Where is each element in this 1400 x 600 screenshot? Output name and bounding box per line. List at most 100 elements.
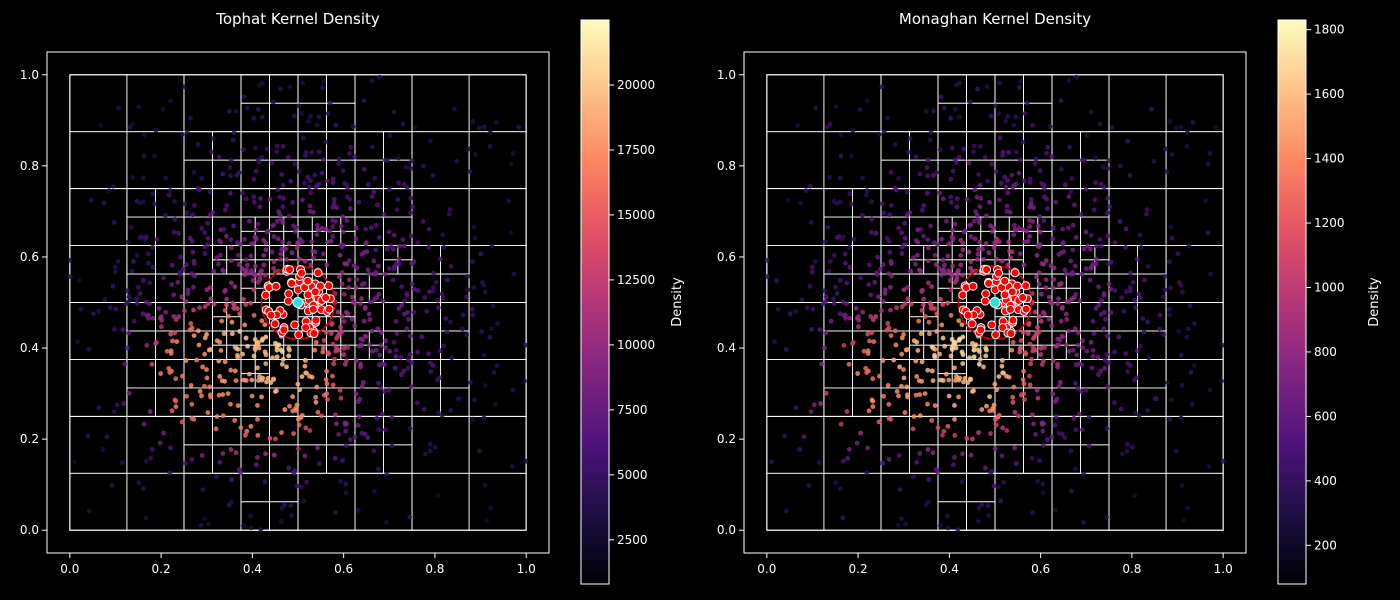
data-point	[937, 147, 943, 153]
data-point	[1017, 251, 1023, 257]
data-point	[375, 263, 381, 269]
data-point	[332, 412, 338, 418]
data-point	[1062, 267, 1068, 273]
data-point	[255, 279, 261, 285]
data-point	[1069, 175, 1075, 181]
data-point	[886, 401, 892, 407]
data-point	[1203, 198, 1209, 204]
y-tick-label: 1.0	[20, 68, 39, 82]
data-point	[253, 235, 259, 241]
neighbor-point	[324, 281, 334, 291]
data-point	[1149, 106, 1154, 112]
data-point	[848, 153, 854, 159]
data-point	[271, 377, 277, 382]
data-point	[340, 229, 346, 235]
data-point	[171, 292, 177, 298]
data-point	[210, 136, 216, 142]
data-point	[810, 306, 816, 312]
data-point	[454, 158, 460, 164]
data-point	[908, 269, 914, 274]
data-point	[1072, 466, 1078, 472]
data-point	[335, 334, 341, 339]
data-point	[430, 362, 436, 368]
data-point	[169, 282, 175, 287]
data-point	[159, 314, 164, 319]
data-point	[915, 348, 921, 353]
colorbar-tick-label: 7500	[617, 403, 648, 417]
data-point	[220, 267, 225, 273]
data-point	[257, 274, 263, 279]
data-point	[1011, 222, 1017, 228]
data-point	[331, 201, 337, 206]
data-point	[437, 375, 443, 381]
data-point	[1001, 479, 1006, 485]
data-point	[952, 107, 958, 112]
data-point	[340, 168, 346, 174]
data-point	[223, 207, 228, 213]
data-point	[899, 230, 904, 236]
data-point	[808, 219, 814, 225]
data-point	[913, 154, 919, 160]
data-point	[136, 480, 142, 486]
data-point	[1027, 382, 1033, 388]
neighbor-point	[271, 281, 281, 291]
data-point	[229, 476, 235, 482]
data-point	[1178, 352, 1184, 358]
data-point	[399, 372, 404, 378]
x-tick-label: 0.2	[152, 562, 171, 576]
data-point	[959, 479, 965, 485]
data-point	[1167, 119, 1173, 124]
data-point	[1140, 316, 1146, 321]
data-point	[302, 357, 308, 363]
data-point	[872, 279, 878, 285]
data-point	[316, 149, 322, 155]
data-point	[398, 354, 404, 360]
data-point	[1136, 413, 1142, 418]
data-point	[255, 455, 260, 460]
data-point	[968, 452, 974, 458]
data-point	[1178, 415, 1184, 421]
quadtree-cell	[126, 330, 156, 360]
data-point	[224, 233, 229, 239]
data-point	[183, 358, 189, 363]
data-point	[837, 486, 843, 491]
data-point	[902, 301, 908, 307]
data-point	[1083, 187, 1089, 192]
data-point	[345, 311, 351, 317]
data-point	[119, 460, 125, 465]
quadtree-cell	[468, 74, 527, 133]
data-point	[344, 358, 349, 364]
data-point	[396, 180, 402, 186]
data-point	[999, 258, 1005, 264]
data-point	[996, 197, 1002, 203]
data-point	[960, 352, 966, 358]
data-point	[280, 357, 286, 362]
data-point	[1145, 263, 1151, 269]
data-point	[158, 324, 164, 330]
data-point	[1008, 209, 1013, 215]
neighbor-point	[309, 329, 319, 339]
neighbor-point	[266, 310, 276, 320]
data-point	[1061, 240, 1066, 245]
data-point	[976, 246, 981, 252]
data-point	[1157, 312, 1163, 318]
data-point	[797, 447, 803, 452]
data-point	[356, 414, 362, 420]
data-point	[337, 274, 342, 280]
data-point	[314, 122, 320, 128]
data-point	[143, 299, 149, 305]
data-point	[809, 326, 814, 332]
data-point	[1045, 144, 1051, 150]
data-point	[301, 180, 307, 186]
data-point	[959, 322, 965, 328]
data-point	[914, 374, 920, 379]
data-point	[199, 393, 204, 399]
data-point	[309, 374, 315, 380]
data-point	[491, 370, 497, 375]
data-point	[925, 447, 931, 452]
data-point	[911, 474, 917, 480]
data-point	[163, 175, 169, 181]
data-point	[202, 244, 208, 250]
data-point	[1038, 345, 1044, 351]
data-point	[897, 487, 903, 492]
